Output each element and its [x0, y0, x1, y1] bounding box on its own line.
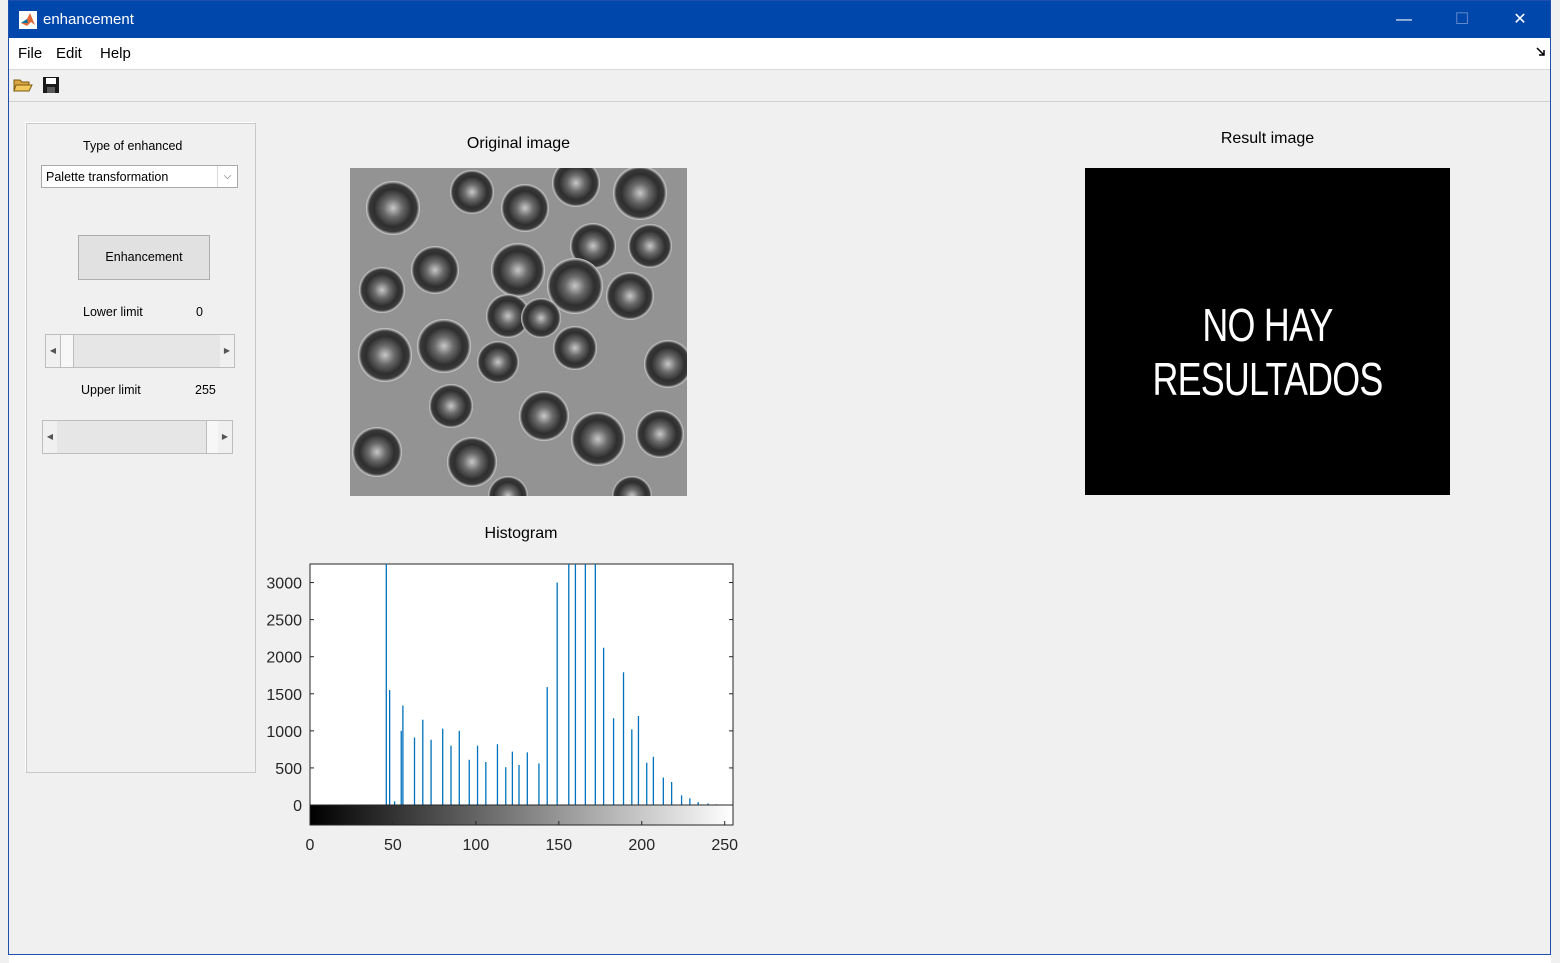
enhancement-button[interactable]: Enhancement — [78, 235, 210, 280]
result-image: NO HAY RESULTADOS — [1085, 168, 1450, 495]
window-title: enhancement — [43, 11, 134, 28]
slider-right-arrow-icon[interactable]: ▶ — [220, 335, 234, 367]
y-tick-label: 2500 — [266, 613, 302, 630]
maximize-button[interactable]: ☐ — [1454, 11, 1470, 28]
y-tick-label: 3000 — [266, 576, 302, 593]
lower-limit-slider[interactable]: ◀ ▶ — [45, 334, 235, 368]
control-panel — [25, 122, 256, 773]
y-tick-label: 1500 — [266, 687, 302, 704]
upper-limit-label: Upper limit — [81, 383, 141, 397]
y-tick-label: 500 — [275, 761, 302, 778]
type-dropdown[interactable]: Palette transformation ⌵ — [41, 165, 238, 188]
x-tick-label: 0 — [306, 837, 315, 854]
slider-left-arrow-icon[interactable]: ◀ — [43, 421, 57, 453]
close-button[interactable]: ✕ — [1513, 11, 1527, 28]
menu-help[interactable]: Help — [100, 45, 131, 62]
x-tick-label: 250 — [711, 837, 738, 854]
y-tick-label: 1000 — [266, 724, 302, 741]
x-tick-label: 150 — [545, 837, 572, 854]
upper-limit-value: 255 — [195, 383, 216, 397]
lower-slider-thumb[interactable] — [60, 335, 74, 367]
minimize-button[interactable]: — — [1396, 11, 1412, 28]
histogram-chart: 0 500 1000 1500 2000 2500 3000 0 50 100 150 200 250 — [266, 563, 738, 854]
save-disk-icon[interactable] — [42, 76, 60, 94]
y-tick-label: 0 — [293, 798, 302, 815]
x-tick-label: 100 — [463, 837, 490, 854]
enhancement-window: enhancement — ☐ ✕ File Edit Help Type of… — [8, 0, 1551, 955]
lower-limit-value: 0 — [196, 305, 203, 319]
no-results-message: NO HAY RESULTADOS — [1152, 299, 1383, 405]
lower-limit-label: Lower limit — [83, 305, 143, 319]
menu-file[interactable]: File — [18, 45, 43, 62]
menu-bar: File Edit Help — [9, 38, 1550, 70]
type-label: Type of enhanced — [83, 139, 183, 153]
chevron-down-icon[interactable]: ⌵ — [217, 166, 237, 187]
upper-limit-slider[interactable]: ◀ ▶ — [42, 420, 233, 454]
slider-right-arrow-icon[interactable]: ▶ — [218, 421, 232, 453]
menu-edit[interactable]: Edit — [56, 45, 82, 62]
type-dropdown-value: Palette transformation — [46, 170, 169, 184]
title-bar[interactable]: enhancement — ☐ ✕ — [9, 1, 1550, 38]
y-tick-label: 2000 — [266, 650, 302, 667]
slider-left-arrow-icon[interactable]: ◀ — [46, 335, 60, 367]
x-tick-label: 200 — [628, 837, 655, 854]
open-folder-icon[interactable] — [13, 76, 33, 94]
result-image-title: Result image — [1220, 130, 1315, 147]
grayscale-colorbar — [309, 804, 734, 826]
matlab-icon — [19, 11, 37, 29]
plot-area — [309, 563, 734, 806]
original-image — [350, 168, 687, 496]
dock-arrow-icon[interactable] — [1536, 47, 1546, 57]
background-app-strip-right — [1551, 0, 1560, 963]
histogram-title: Histogram — [484, 525, 558, 542]
x-tick-label: 50 — [384, 837, 402, 854]
background-app-strip — [0, 0, 9, 963]
toolbar — [9, 70, 1550, 102]
original-image-title: Original image — [466, 135, 571, 152]
